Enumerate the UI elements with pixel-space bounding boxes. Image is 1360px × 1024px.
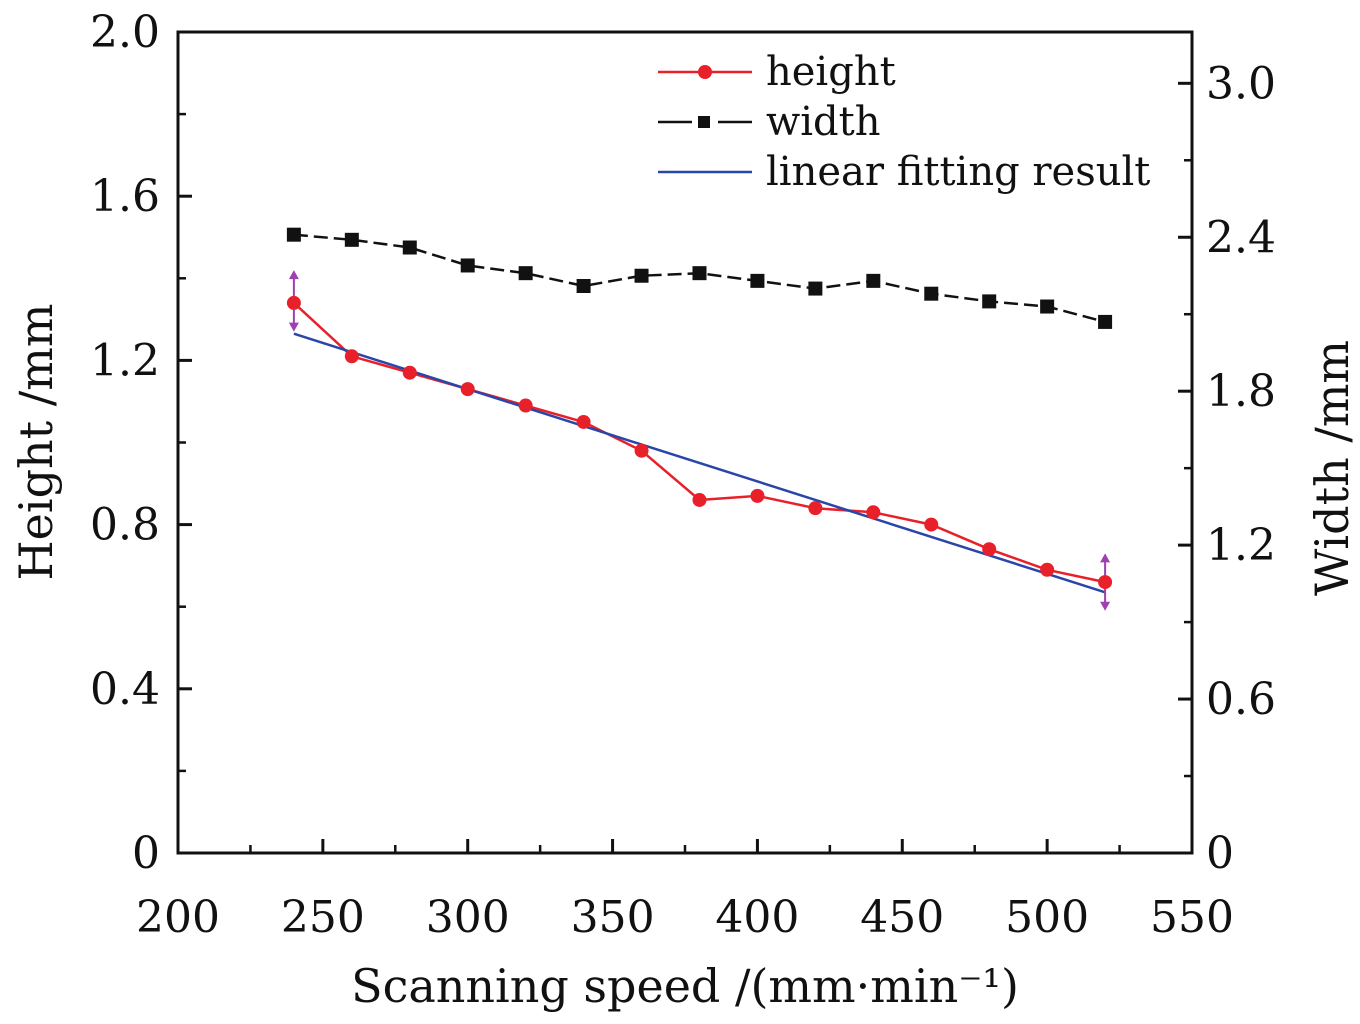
width-point [692,266,707,281]
legend-label-linear-fitting-result: linear fitting result [766,149,1150,195]
x-tick-label: 200 [136,892,220,943]
height-point [460,382,475,397]
y2-tick-label: 1.8 [1206,366,1276,417]
height-point [518,398,533,413]
height-point [286,295,301,310]
series-line-height [293,301,1106,584]
y-tick-label: 0 [132,828,160,879]
y-axis-title: Height /mm [9,304,63,581]
error-bar-cap-top [288,270,299,280]
height-point [692,492,707,507]
y-tick-label: 1.6 [90,171,160,222]
y2-tick-label: 2.4 [1206,212,1276,263]
height-point [402,365,417,380]
width-point [808,281,823,296]
x-tick-label: 300 [426,892,510,943]
y-tick-label: 0.8 [90,500,160,551]
y-tick-label: 0.4 [90,664,160,715]
error-bar-cap-bottom [1100,601,1111,611]
legend-marker-height [698,65,712,79]
legend-label-height: height [766,49,896,95]
x-tick-label: 450 [860,892,944,943]
width-point [576,278,591,293]
y2-tick-label: 0.6 [1206,674,1276,725]
series-layer [286,227,1113,611]
width-point [344,232,359,247]
x-tick-label: 550 [1150,892,1234,943]
width-point [460,258,475,273]
height-point [866,505,881,520]
y2-tick-label: 1.2 [1206,520,1276,571]
width-point [402,240,417,255]
width-point [982,294,997,309]
width-point [866,273,881,288]
width-point [1040,299,1055,314]
legend-label-width: width [766,99,880,145]
height-point [750,488,765,503]
height-point [982,542,997,557]
x-tick-label: 500 [1005,892,1089,943]
y2-axis-title: Width /mm [1305,340,1359,596]
error-bar-cap-top [1100,553,1111,563]
legend-marker-width [698,116,710,128]
height-point [808,501,823,516]
height-point [1098,575,1113,590]
y2-tick-label: 3.0 [1206,58,1276,109]
height-point [576,414,591,429]
height-point [344,349,359,364]
ticks-layer: 200 250 300 350 400 450 500 550 0 0.4 0.8 1.2 1.6 2.0… [90,7,1276,943]
y-tick-label: 1.2 [90,335,160,386]
width-point [518,266,533,281]
width-point [924,286,939,301]
x-tick-label: 350 [571,892,655,943]
width-point [750,273,765,288]
height-point [634,443,649,458]
y2-tick-label: 0 [1206,828,1234,879]
x-tick-label: 250 [281,892,365,943]
x-axis-title: Scanning speed /(mm·min⁻¹) [351,959,1019,1013]
series-line-linear-fitting-result [293,332,1106,594]
y-tick-label: 2.0 [90,7,160,58]
width-point [634,268,649,283]
width-point [286,227,301,242]
width-point [1098,314,1113,329]
height-point [924,517,939,532]
height-point [1040,562,1055,577]
x-tick-label: 400 [715,892,799,943]
error-bar-cap-bottom [288,322,299,332]
